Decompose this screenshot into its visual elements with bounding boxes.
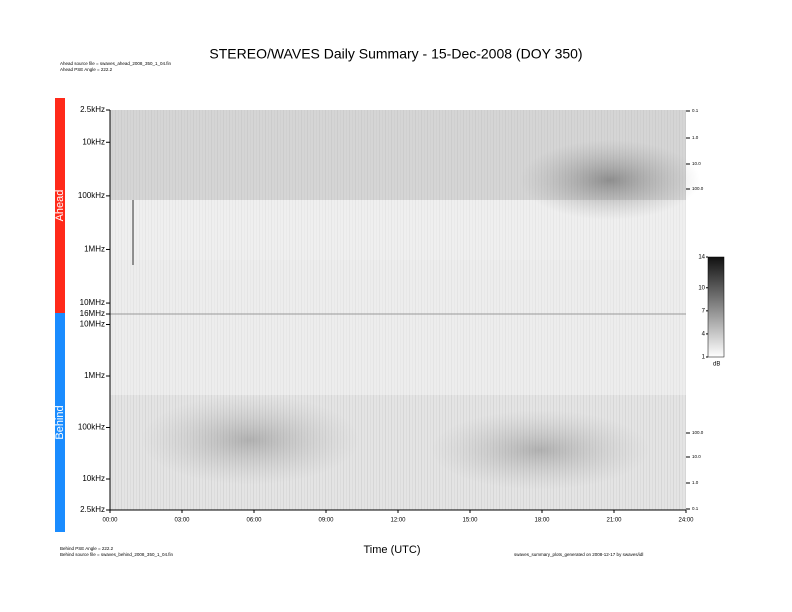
y-tick-label: 16MHz (80, 309, 105, 318)
colorbar-tick-label: 1 (702, 355, 706, 361)
panel-bar (55, 313, 65, 532)
y-tick-label: 10MHz (80, 298, 105, 307)
source-note: Ahead PSE Angle = 222.2 (60, 67, 113, 72)
source-note: Ahead source file = swaves_ahead_2008_35… (60, 61, 171, 66)
x-tick-label: 18:00 (534, 518, 550, 524)
right-label: 1.0 (692, 135, 699, 140)
y-tick-label: 10kHz (82, 474, 105, 483)
y-tick-label: 1MHz (84, 245, 105, 254)
panel-bar (55, 98, 65, 313)
y-tick-label: 1MHz (84, 371, 105, 380)
right-label: 10.0 (692, 161, 701, 166)
colorbar-tick-label: 4 (702, 332, 706, 338)
y-tick-label: 10MHz (80, 320, 105, 329)
y-tick-label: 100kHz (78, 191, 105, 200)
colorbar-tick-label: 10 (698, 285, 705, 291)
source-note: swaves_summary_plots_generated on 2008-1… (514, 552, 643, 557)
right-label: 100.0 (692, 186, 704, 191)
colorbar-label: dB (713, 362, 720, 368)
colorbar-tick-label: 7 (702, 308, 706, 314)
y-tick-label: 100kHz (78, 423, 105, 432)
x-tick-label: 15:00 (462, 518, 478, 524)
x-tick-label: 24:00 (678, 518, 694, 524)
y-tick-label: 2.5kHz (80, 105, 105, 114)
right-label: 0.1 (692, 506, 699, 511)
panel-label: Ahead (54, 190, 66, 222)
x-tick-label: 00:00 (102, 518, 118, 524)
colorbar (707, 256, 725, 358)
x-axis-label: Time (UTC) (363, 544, 420, 556)
source-note: Behind PSE Angle = 222.2 (60, 546, 114, 551)
x-tick-label: 21:00 (606, 518, 622, 524)
x-tick-label: 06:00 (246, 518, 262, 524)
right-label: 10.0 (692, 454, 701, 459)
plot-background (110, 110, 700, 510)
right-label: 1.0 (692, 480, 699, 485)
x-tick-label: 09:00 (318, 518, 334, 524)
colorbar-tick-label: 14 (698, 255, 705, 261)
chart-title: STEREO/WAVES Daily Summary - 15-Dec-2008… (209, 46, 582, 62)
source-note: Behind source file = swaves_behind_2008_… (60, 552, 173, 557)
y-tick-label: 2.5kHz (80, 505, 105, 514)
right-label: 0.1 (692, 108, 699, 113)
right-label: 100.0 (692, 430, 704, 435)
y-tick-label: 10kHz (82, 137, 105, 146)
panel-label: Behind (54, 405, 66, 439)
x-tick-label: 03:00 (174, 518, 190, 524)
x-tick-label: 12:00 (390, 518, 406, 524)
